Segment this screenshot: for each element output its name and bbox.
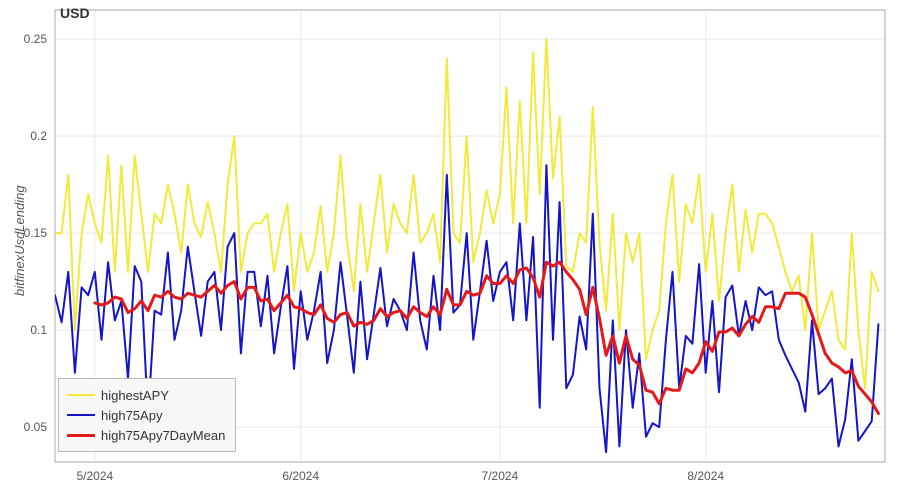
legend-item-highestAPY: highestAPY [67, 385, 225, 405]
y-tick-label: 0.05 [24, 420, 48, 434]
legend-item-high75Apy: high75Apy [67, 405, 225, 425]
y-tick-label: 0.15 [24, 226, 48, 240]
x-tick-label: 6/2024 [282, 469, 319, 483]
x-tick-label: 5/2024 [76, 469, 113, 483]
legend: highestAPY high75Apy high75Apy7DayMean [58, 378, 236, 452]
legend-label: highestAPY [101, 388, 169, 403]
y-tick-label: 0.25 [24, 32, 48, 46]
y-axis-label: bitfinexUsdLending [12, 185, 27, 296]
legend-swatch [67, 434, 95, 437]
chart-container: USD bitfinexUsdLending 0.05 0.1 0.15 0.2 0.2… [0, 0, 900, 500]
x-tick-label: 8/2024 [687, 469, 724, 483]
legend-label: high75Apy [101, 408, 162, 423]
legend-swatch [67, 414, 95, 416]
legend-swatch [67, 394, 95, 396]
y-tick-label: 0.2 [30, 129, 47, 143]
y-tick-label: 0.1 [30, 323, 47, 337]
x-tick-label: 7/2024 [482, 469, 519, 483]
legend-label: high75Apy7DayMean [101, 428, 225, 443]
chart-title: USD [60, 5, 90, 21]
legend-item-high75Apy7DayMean: high75Apy7DayMean [67, 425, 225, 445]
